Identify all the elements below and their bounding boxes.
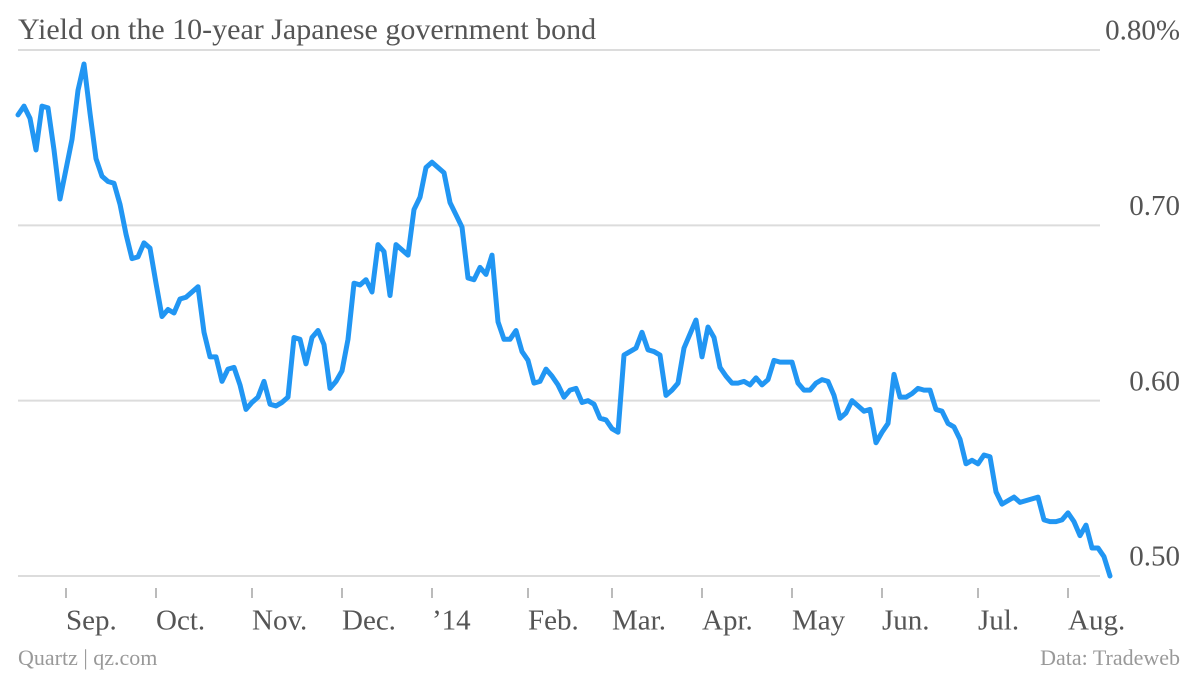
y-tick-label: 0.70 — [1129, 190, 1180, 222]
line-series — [15, 61, 1113, 579]
chart-title: Yield on the 10-year Japanese government… — [18, 13, 596, 46]
x-tick-label: Oct. — [156, 605, 205, 637]
x-tick-label: May — [792, 605, 846, 637]
x-tick-label: Mar. — [612, 605, 666, 637]
x-tick-label: ’14 — [432, 605, 471, 637]
x-tick-label: Aug. — [1068, 605, 1125, 637]
x-tick-label: Dec. — [342, 605, 396, 637]
x-tick-label: Jul. — [978, 605, 1019, 637]
x-tick-label: Sep. — [66, 605, 117, 637]
credit: Quartz | qz.com — [18, 645, 157, 670]
x-tick-label: Feb. — [528, 605, 579, 637]
y-tick-label: 0.80% — [1105, 15, 1180, 47]
y-tick-label: 0.50 — [1129, 541, 1180, 573]
x-tick-label: Apr. — [702, 605, 753, 637]
source: Data: Tradeweb — [1040, 645, 1180, 670]
y-tick-label: 0.60 — [1129, 365, 1180, 397]
x-tick-label: Jun. — [882, 605, 930, 637]
x-tick-label: Nov. — [252, 605, 307, 637]
